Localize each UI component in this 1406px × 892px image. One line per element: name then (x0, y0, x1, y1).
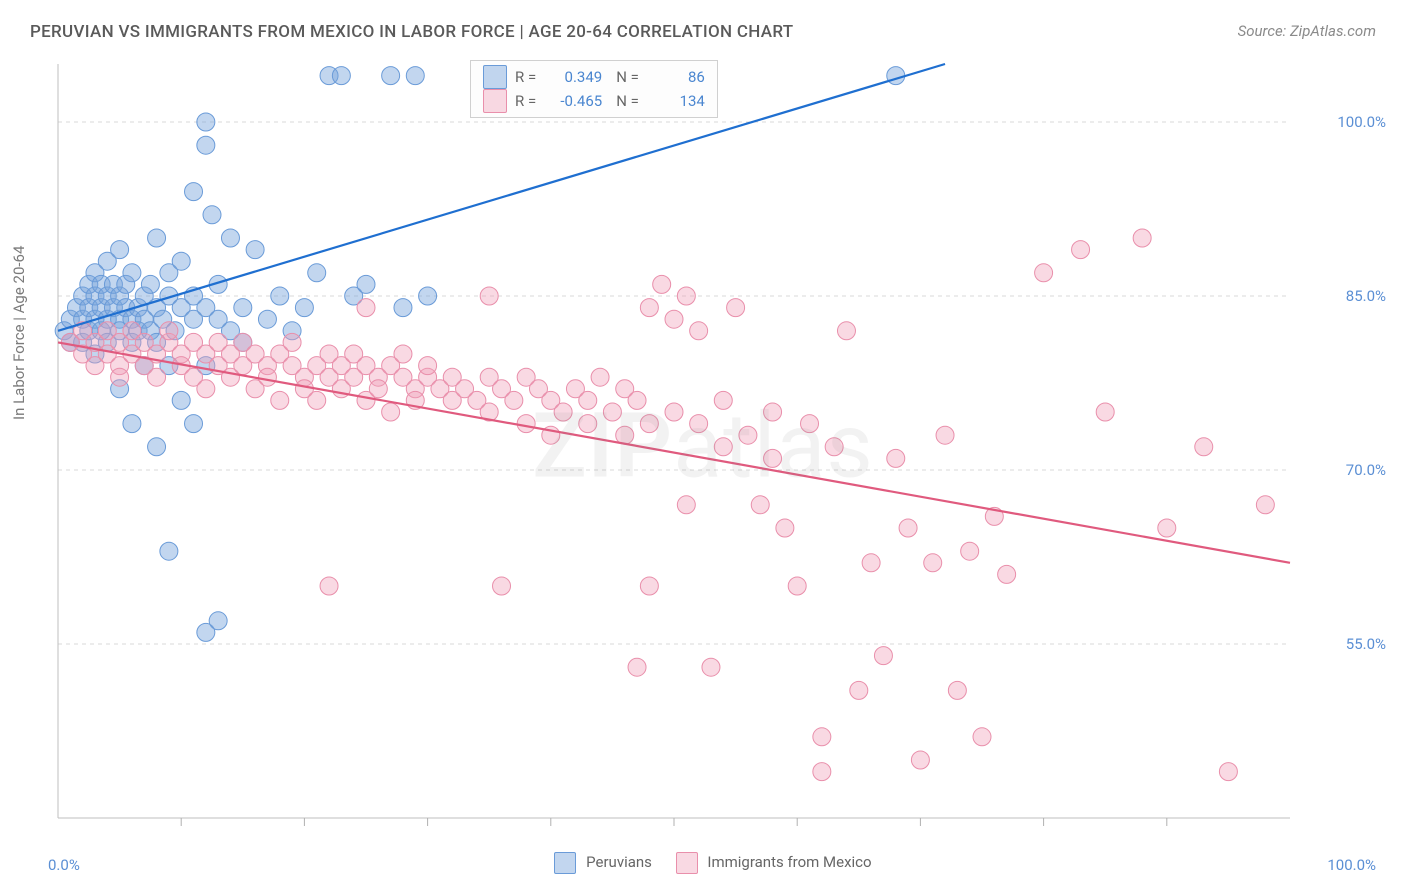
swatch-mexico (483, 89, 507, 113)
correlation-legend: R = 0.349 N = 86 R = -0.465 N = 134 (470, 60, 718, 118)
source-attribution: Source: ZipAtlas.com (1238, 22, 1376, 40)
y-axis-tick: 70.0% (1346, 461, 1386, 479)
scatter-chart (40, 58, 1370, 838)
swatch-peruvians (483, 65, 507, 89)
n-value-mexico: 134 (647, 92, 705, 110)
chart-title: PERUVIAN VS IMMIGRANTS FROM MEXICO IN LA… (30, 22, 793, 42)
r-label: R = (515, 68, 536, 86)
y-axis-tick: 85.0% (1346, 287, 1386, 305)
series-legend: Peruvians Immigrants from Mexico (0, 852, 1406, 874)
r-label: R = (515, 92, 536, 110)
legend-row-peruvians: R = 0.349 N = 86 (483, 65, 705, 89)
n-label: N = (616, 68, 639, 86)
r-value-peruvians: 0.349 (544, 68, 602, 86)
n-value-peruvians: 86 (647, 68, 705, 86)
legend-label-peruvians: Peruvians (586, 853, 652, 871)
legend-label-mexico: Immigrants from Mexico (707, 853, 871, 871)
y-axis-tick: 100.0% (1337, 113, 1386, 131)
y-axis-tick: 55.0% (1346, 635, 1386, 653)
y-axis-label: In Labor Force | Age 20-64 (10, 246, 28, 420)
n-label: N = (616, 92, 639, 110)
swatch-mexico (676, 852, 698, 874)
swatch-peruvians (554, 852, 576, 874)
legend-row-mexico: R = -0.465 N = 134 (483, 89, 705, 113)
r-value-mexico: -0.465 (544, 92, 602, 110)
